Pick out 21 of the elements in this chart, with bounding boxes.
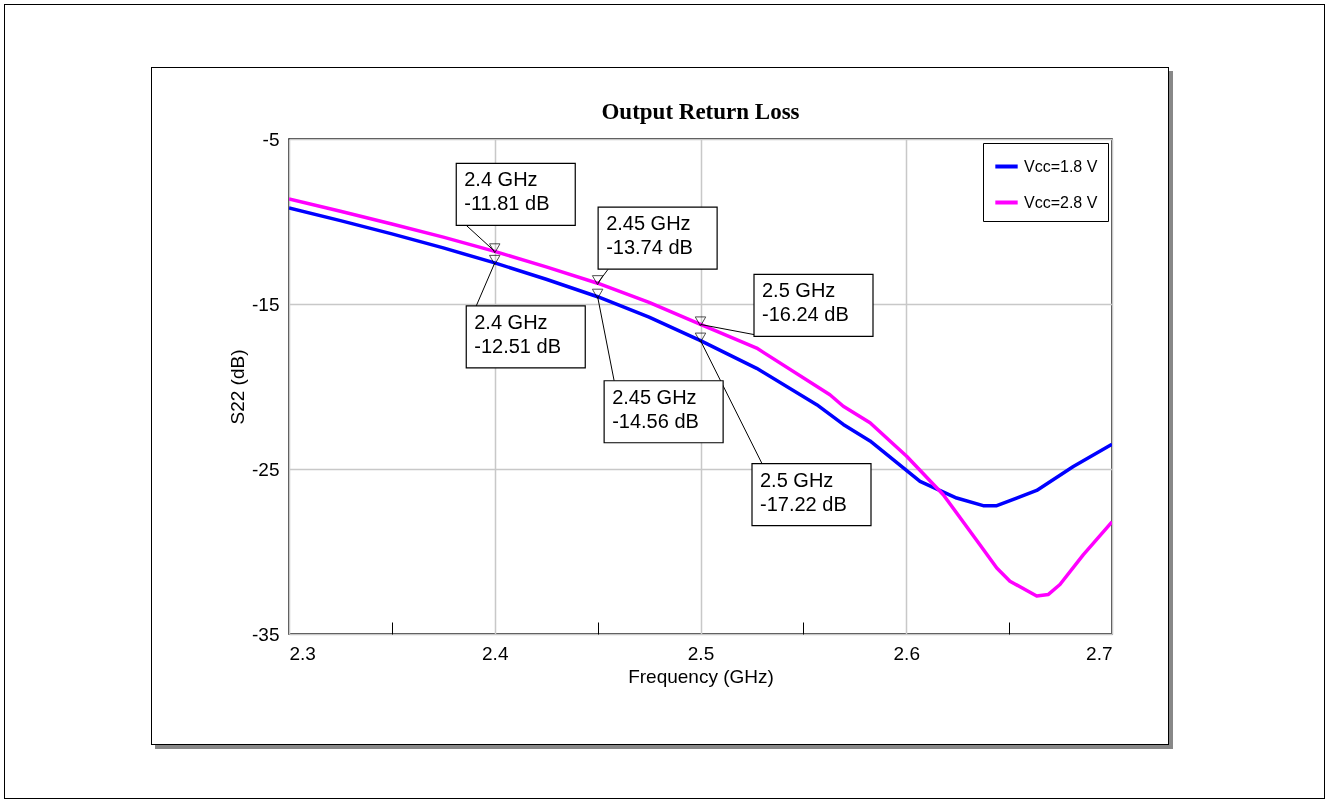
line-series xyxy=(289,197,1112,598)
x-tick-label: 2.4 xyxy=(482,642,509,664)
y-tick-label: -15 xyxy=(252,293,280,315)
legend-label: Vcc=1.8 V xyxy=(1024,157,1098,175)
annotation: 2.5 GHz -16.24 dB xyxy=(762,279,849,326)
x-axis-title: Frequency (GHz) xyxy=(628,665,774,687)
annotation: 2.45 GHz -13.74 dB xyxy=(606,212,693,259)
y-axis-title: S22 (dB) xyxy=(227,349,249,425)
x-tick-label: 2.6 xyxy=(893,642,920,664)
x-tick-label: 2.7 xyxy=(1086,642,1113,664)
annotation: 2.45 GHz -14.56 dB xyxy=(612,385,699,432)
chart-title: Output Return Loss xyxy=(601,99,800,124)
y-tick-label: -5 xyxy=(262,128,280,150)
annotation: 2.4 GHz -11.81 dB xyxy=(464,168,550,215)
annotation: 2.4 GHz -12.51 dB xyxy=(474,310,561,357)
x-tick-label: 2.3 xyxy=(289,642,316,664)
annotation: 2.5 GHz -17.22 dB xyxy=(760,468,847,515)
legend-label: Vcc=2.8 V xyxy=(1024,193,1098,211)
y-tick-label: -35 xyxy=(252,623,280,645)
x-tick-label: 2.5 xyxy=(687,642,715,664)
y-tick-label: -25 xyxy=(252,458,280,480)
